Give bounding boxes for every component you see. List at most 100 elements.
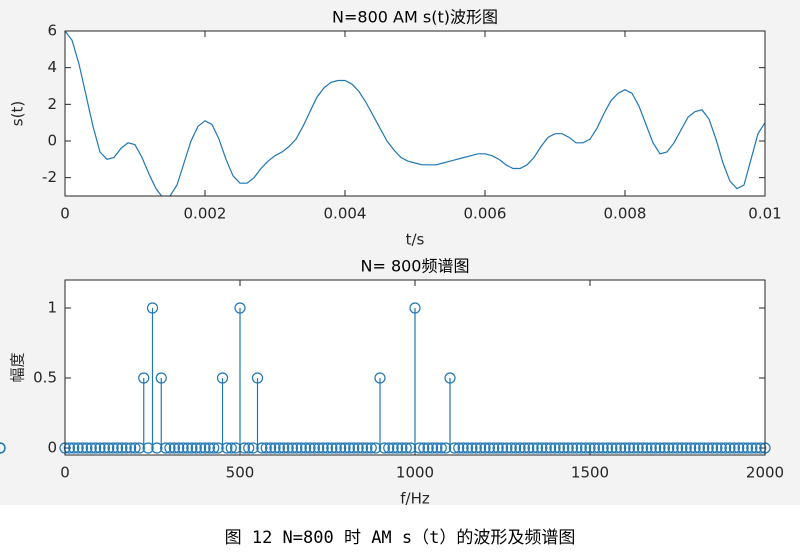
stem-marker: [269, 442, 281, 454]
stem-marker: [527, 442, 539, 454]
stem-marker: [501, 442, 513, 454]
stem-marker: [741, 442, 754, 454]
stem-marker: [339, 442, 351, 454]
stem-marker: [72, 442, 84, 454]
stem-marker: [545, 442, 557, 454]
stem-marker: [623, 442, 635, 454]
stem-marker: [444, 372, 456, 384]
stem-marker: [531, 442, 544, 454]
stem-marker: [562, 442, 574, 454]
caption: 图 12 N=800 时 AM s（t）的波形及频谱图: [225, 528, 576, 548]
stem-marker: [282, 442, 294, 454]
stem-marker: [549, 442, 561, 454]
stem-marker: [663, 442, 675, 454]
x-tick-label: 0.008: [604, 205, 647, 223]
x-tick-label: 1000: [396, 464, 434, 482]
stem-marker: [658, 442, 670, 454]
stem-marker: [461, 442, 474, 454]
stem-marker: [746, 442, 758, 454]
stem-marker: [278, 442, 290, 454]
stem-marker: [693, 442, 705, 454]
stem-marker: [720, 442, 732, 454]
stem-marker: [321, 442, 334, 454]
stem-marker: [190, 442, 202, 454]
y-tick-label: 0: [47, 132, 57, 150]
stem-marker: [317, 442, 329, 454]
waveform-line: [65, 31, 765, 196]
stem-marker: [295, 442, 307, 454]
y-axis-label: 幅度: [9, 352, 27, 382]
y-tick-label: 0: [47, 439, 57, 457]
stem-marker: [628, 442, 640, 454]
stem-marker: [553, 442, 565, 454]
stem-marker: [405, 442, 417, 454]
stem-marker: [107, 442, 119, 454]
stem-marker: [724, 442, 736, 454]
stem-marker: [698, 442, 710, 454]
stem-marker: [343, 442, 355, 454]
stem-marker: [702, 442, 714, 454]
stem-marker: [610, 442, 622, 454]
stem-marker: [558, 442, 570, 454]
stem-marker: [63, 442, 75, 454]
stem-marker: [133, 442, 145, 454]
stem-marker: [518, 442, 530, 454]
stem-marker: [650, 442, 662, 454]
stem-marker: [160, 442, 172, 454]
stem-marker: [378, 442, 390, 454]
stem-marker: [313, 442, 325, 454]
stem-marker: [715, 442, 727, 454]
stem-marker: [514, 442, 526, 454]
stem-marker: [396, 442, 408, 454]
stem-marker: [540, 442, 552, 454]
stem-marker: [260, 442, 272, 454]
stem-marker: [221, 442, 233, 454]
stem-marker: [728, 442, 740, 454]
y-tick-label: 6: [47, 22, 57, 40]
stem-marker: [387, 442, 399, 454]
stem-marker: [111, 442, 124, 454]
stem-marker: [418, 442, 430, 454]
stem-marker: [466, 442, 478, 454]
stem-marker: [475, 442, 487, 454]
stem-marker: [361, 442, 373, 454]
stem-marker: [256, 442, 268, 454]
plot-area: [65, 31, 765, 196]
stem-marker: [186, 442, 198, 454]
stem-marker: [593, 442, 605, 454]
stem-marker: [619, 442, 631, 454]
stem-marker: [247, 442, 259, 454]
stem-marker: [536, 442, 548, 454]
x-tick-label: 0.002: [184, 205, 227, 223]
stem-marker: [689, 442, 701, 454]
stem-marker: [90, 442, 102, 454]
stem-marker: [216, 372, 229, 384]
stem-marker: [129, 442, 141, 454]
stem-marker: [251, 372, 264, 384]
stem-marker: [422, 442, 434, 454]
stem-marker: [168, 442, 180, 454]
stem-marker: [479, 442, 491, 454]
stem-marker: [195, 442, 207, 454]
stem-marker: [291, 442, 303, 454]
stem-marker: [81, 442, 93, 454]
stem-marker: [0, 442, 6, 454]
stem-marker: [335, 442, 347, 454]
stem-marker: [505, 442, 517, 454]
stem-marker: [597, 442, 609, 454]
stem-marker: [265, 442, 277, 454]
stem-marker: [286, 442, 299, 454]
stem-marker: [85, 442, 97, 454]
x-tick-label: 0.01: [748, 205, 781, 223]
stem-marker: [208, 442, 220, 454]
x-tick-label: 0: [60, 464, 70, 482]
x-axis-label: f/Hz: [400, 490, 430, 508]
stem-marker: [68, 442, 80, 454]
stem-marker: [391, 442, 404, 454]
stem-marker: [125, 442, 137, 454]
stem-marker: [470, 442, 482, 454]
stem-marker: [755, 442, 767, 454]
stem-marker: [440, 442, 452, 454]
stem-marker: [203, 442, 215, 454]
stem-marker: [615, 442, 627, 454]
